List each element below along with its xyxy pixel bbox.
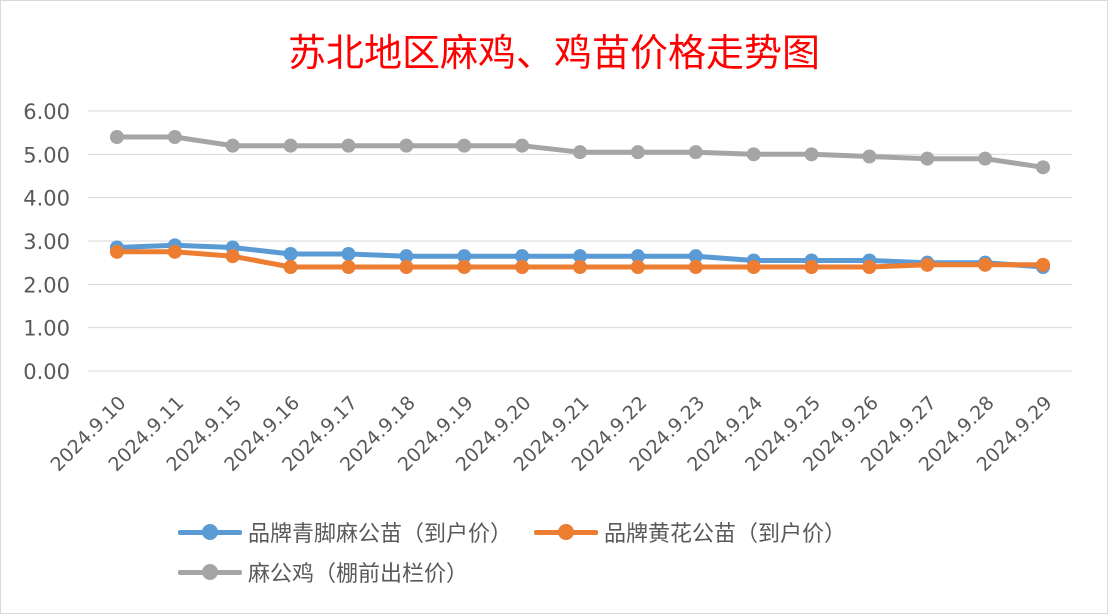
series-0-point — [457, 249, 472, 264]
series-2-point — [746, 147, 761, 162]
series-1-point — [341, 260, 356, 274]
series-1-point — [688, 260, 703, 274]
series-1-point — [804, 260, 819, 274]
legend-label-series-2: 麻公鸡（棚前出栏价） — [248, 562, 469, 587]
series-1-point — [746, 260, 761, 274]
series-2-point — [399, 138, 414, 153]
y-tick-label: 1.00 — [23, 317, 70, 341]
series-2-point — [862, 149, 877, 164]
series-2-point — [109, 130, 124, 144]
series-1-point — [225, 249, 240, 264]
series-1-point — [630, 260, 645, 274]
series-1-point — [862, 260, 877, 274]
legend-dot — [202, 564, 218, 580]
series-0-point — [688, 249, 703, 264]
series-2-point — [573, 145, 587, 160]
series-2-point — [630, 145, 645, 160]
series-1-point — [573, 260, 587, 274]
series-0-point — [630, 249, 645, 264]
series-0-point — [399, 249, 414, 264]
series-0-point — [573, 249, 587, 264]
chart-title: 苏北地区麻鸡、鸡苗价格走势图 — [287, 31, 820, 75]
legend-item-series-2: 麻公鸡（棚前出栏价） — [178, 556, 468, 588]
series-0-point — [283, 247, 298, 261]
legend-item-series-0: 品牌青脚麻公苗（到户价） — [178, 516, 512, 548]
series-1-point — [399, 260, 414, 274]
legend-marker-series-1 — [534, 524, 599, 540]
series-1-point — [457, 260, 472, 274]
legend-marker-series-0 — [178, 524, 242, 540]
y-tick-label: 2.00 — [23, 273, 70, 297]
legend-dot — [202, 524, 218, 540]
series-1-point — [167, 244, 182, 259]
series-2-point — [515, 138, 530, 153]
series-2-point — [920, 151, 935, 166]
series-2-point — [341, 138, 356, 153]
series-2-point — [804, 147, 819, 162]
series-1-point — [1036, 257, 1051, 272]
legend-label-series-1: 品牌黄花公苗（到户价） — [604, 522, 847, 547]
series-0-point — [341, 247, 356, 261]
chart-legend: 品牌青脚麻公苗（到户价） 品牌黄花公苗（到户价） 麻公鸡（棚前出栏价） — [178, 512, 938, 592]
series-2-point — [1036, 160, 1051, 175]
y-tick-label: 3.00 — [23, 230, 70, 254]
series-2-point — [167, 130, 182, 144]
series-1-point — [920, 257, 935, 272]
series-1-point — [515, 260, 530, 274]
series-1-point — [283, 260, 298, 274]
series-0-point — [515, 249, 530, 264]
y-tick-label: 6.00 — [23, 100, 70, 124]
series-1-point — [978, 257, 993, 272]
legend-dot — [558, 524, 575, 540]
legend-item-series-1: 品牌黄花公苗（到户价） — [534, 516, 846, 548]
series-2-point — [283, 138, 298, 153]
series-2-point — [978, 151, 993, 166]
y-tick-label: 0.00 — [23, 360, 70, 384]
y-tick-label: 5.00 — [23, 143, 70, 167]
series-2-point — [457, 138, 472, 153]
legend-marker-series-2 — [178, 564, 242, 580]
legend-label-series-0: 品牌青脚麻公苗（到户价） — [248, 522, 513, 547]
series-1-point — [109, 244, 124, 259]
series-2-point — [225, 138, 240, 153]
series-2-point — [688, 145, 703, 160]
y-tick-label: 4.00 — [23, 187, 70, 211]
